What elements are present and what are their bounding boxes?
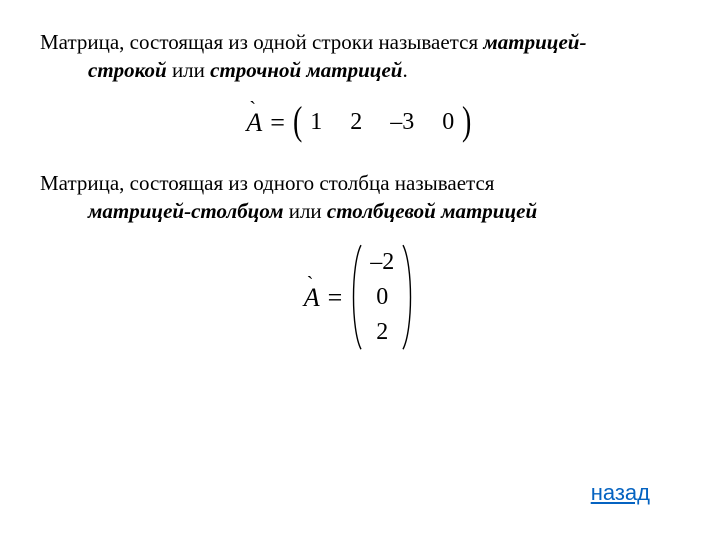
term-row-matrix-3: строчной матрицей [210, 58, 402, 82]
equation-lhs: ` A [246, 108, 264, 138]
text-segment: Матрица, состоящая из одного столбца наз… [40, 171, 494, 195]
equation-column-matrix: ` A = –2 0 2 [40, 243, 680, 351]
matrix-cell: 2 [370, 315, 394, 350]
column-matrix-cells: –2 0 2 [364, 243, 400, 351]
accent-grave-icon: ` [249, 98, 256, 121]
text-connector: или [167, 58, 210, 82]
matrix-cell: –3 [390, 109, 414, 136]
text-segment: Матрица, состоящая из одной строки назыв… [40, 30, 483, 54]
column-matrix-parentheses: –2 0 2 [348, 243, 416, 351]
term-row-matrix-2: строкой [88, 58, 167, 82]
row-matrix-cells: 1 2 –3 0 [304, 109, 460, 136]
matrix-cell: 1 [310, 109, 322, 136]
paren-left-icon: ( [293, 101, 302, 141]
equals-sign: = [264, 108, 291, 138]
term-col-matrix-1: матрицей-столбцом [88, 199, 283, 223]
paren-right-icon [400, 243, 416, 351]
equation-lhs: ` A [304, 283, 322, 313]
text-period: . [402, 58, 407, 82]
text-connector: или [283, 199, 326, 223]
row-matrix-parentheses: ( 1 2 –3 0 ) [291, 103, 474, 143]
back-link[interactable]: назад [591, 480, 650, 506]
term-col-matrix-2: столбцевой матрицей [327, 199, 537, 223]
equals-sign: = [322, 283, 349, 313]
equation-row-matrix: ` A = ( 1 2 –3 0 ) [40, 103, 680, 143]
slide-content: Матрица, состоящая из одной строки назыв… [0, 0, 720, 352]
term-row-matrix-1: матрицей- [483, 30, 586, 54]
matrix-cell: 0 [442, 109, 454, 136]
paren-right-icon: ) [462, 101, 471, 141]
paragraph-column-definition: Матрица, состоящая из одного столбца наз… [40, 169, 680, 226]
matrix-cell: –2 [370, 245, 394, 280]
accent-grave-icon: ` [307, 273, 314, 296]
matrix-cell: 2 [350, 109, 362, 136]
paragraph-row-definition: Матрица, состоящая из одной строки назыв… [40, 28, 680, 85]
matrix-cell: 0 [370, 280, 394, 315]
paren-left-icon [348, 243, 364, 351]
